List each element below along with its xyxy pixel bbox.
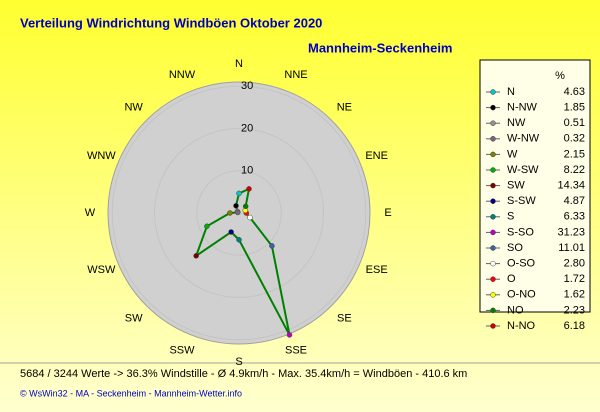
legend-label: S-SO [507, 226, 534, 238]
legend-label: N-NO [507, 320, 536, 332]
direction-label: NE [337, 102, 352, 114]
direction-label: SSE [285, 345, 307, 357]
legend-value: 6.33 [564, 211, 585, 223]
legend-swatch [490, 229, 496, 236]
legend-label: SO [507, 242, 523, 254]
grid-circle [196, 170, 282, 256]
legend-swatch [490, 214, 496, 220]
legend-label: N [507, 86, 515, 98]
legend-swatch [490, 104, 496, 111]
legend-label: O-SO [507, 258, 536, 270]
direction-label: SW [125, 312, 143, 324]
legend-label: NW [507, 117, 526, 129]
chart-title: Verteilung Windrichtung Windböen Oktober… [20, 15, 322, 30]
direction-label: NNW [169, 69, 196, 81]
legend-value: 8.22 [564, 164, 585, 176]
legend-label: W-SW [507, 164, 539, 176]
direction-label: W [85, 207, 96, 219]
legend-label: SW [507, 180, 525, 192]
radar-point [227, 210, 233, 216]
legend-value: 2.15 [564, 148, 585, 160]
legend-value: 2.80 [564, 258, 585, 270]
legend-swatch [490, 182, 496, 189]
direction-label: E [384, 207, 391, 219]
grid-circle [153, 127, 325, 299]
direction-label: SSW [169, 345, 195, 357]
legend-label: O-NO [507, 289, 536, 301]
legend-swatch [490, 136, 496, 142]
legend-swatch [490, 245, 496, 251]
legend-swatch [490, 307, 496, 314]
footer-credit: © WsWin32 - MA - Seckenheim - Mannheim-W… [20, 388, 242, 398]
direction-label: ESE [366, 264, 388, 276]
legend-value: 0.32 [564, 133, 585, 145]
radar-point [228, 229, 234, 235]
legend-swatch [490, 198, 496, 204]
legend-swatch [490, 89, 496, 95]
radar-point [246, 186, 252, 192]
legend-label: S-SW [507, 195, 536, 207]
radar-point [242, 203, 249, 210]
r-tick-label: 20 [241, 122, 253, 134]
radar-point [236, 236, 242, 243]
direction-label: SE [337, 312, 352, 324]
direction-label: ENE [365, 150, 388, 162]
direction-label: WSW [87, 264, 116, 276]
radar-point [204, 223, 210, 230]
r-tick-label: 30 [241, 80, 253, 92]
radar-point [235, 209, 241, 216]
legend-label: W-NW [507, 133, 540, 145]
footer-text: 5684 / 3244 Werte -> 36.3% Windstille - … [20, 368, 467, 380]
legend-swatch [490, 120, 496, 126]
legend-label: NO [507, 304, 524, 316]
chart-subtitle: Mannheim-Seckenheim [308, 40, 453, 55]
legend-swatch [490, 260, 496, 267]
legend-value: 4.87 [564, 195, 585, 207]
legend-label: N-NW [507, 102, 538, 114]
direction-label: N [235, 58, 243, 70]
legend-value: 11.01 [558, 242, 585, 254]
direction-label: S [235, 356, 242, 368]
radar-point [247, 214, 253, 221]
radar-point [233, 203, 239, 209]
legend-swatch [490, 167, 496, 173]
radar-point [236, 190, 242, 197]
legend-value: 1.72 [564, 273, 585, 285]
legend-label: W [507, 148, 518, 160]
legend-value: 14.34 [557, 180, 585, 192]
legend-value: 2.23 [564, 304, 585, 316]
legend-label: S [507, 211, 514, 223]
legend-title: % [555, 70, 565, 82]
legend-value: 31.23 [557, 226, 585, 238]
legend-label: O [507, 273, 516, 285]
radar-point [193, 253, 199, 259]
direction-label: WNW [87, 150, 116, 162]
legend-value: 4.63 [564, 86, 585, 98]
direction-label: NW [124, 102, 143, 114]
legend-value: 1.85 [564, 102, 585, 114]
legend-value: 0.51 [564, 117, 585, 129]
legend-swatch [490, 323, 496, 329]
grid-circle [111, 85, 367, 341]
legend-value: 1.62 [564, 289, 585, 301]
legend-swatch [490, 292, 496, 298]
r-tick-label: 10 [241, 165, 253, 177]
radar-point [286, 332, 293, 338]
legend-swatch [490, 151, 496, 158]
legend-value: 6.18 [564, 320, 585, 332]
radar-point [269, 243, 275, 249]
direction-label: NNE [284, 69, 307, 81]
legend-swatch [490, 276, 496, 282]
